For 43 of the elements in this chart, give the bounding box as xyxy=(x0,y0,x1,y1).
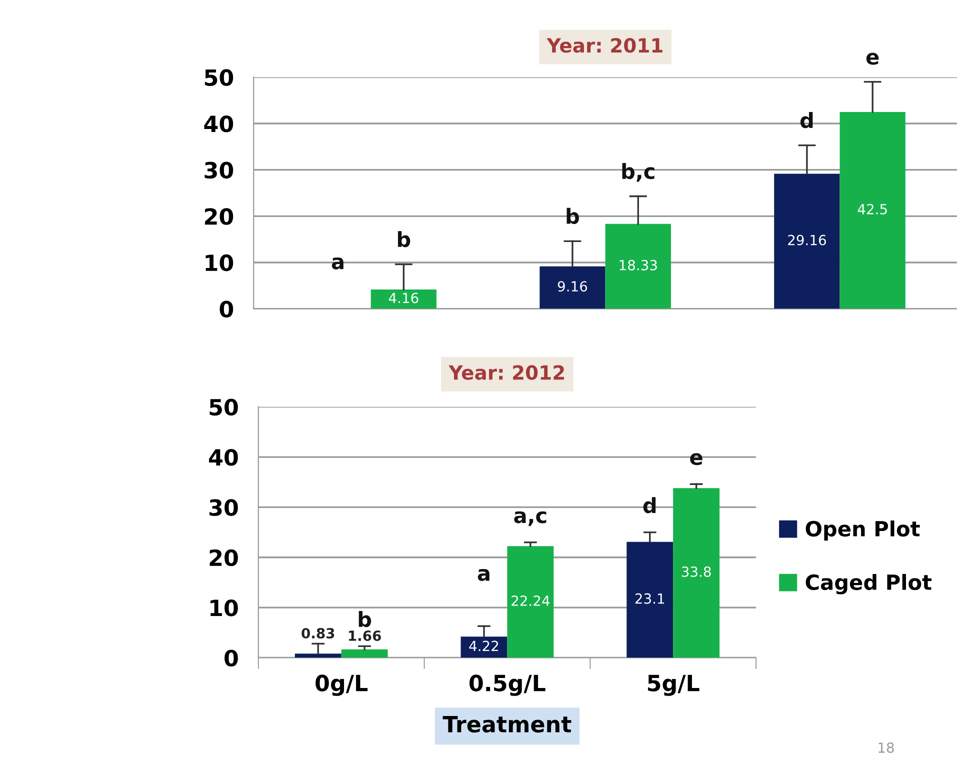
annotation: b xyxy=(398,231,410,248)
annotation: a xyxy=(478,569,490,581)
data-label: 4.16 xyxy=(388,292,418,304)
y-tick-label: 20 xyxy=(210,549,238,566)
y-tick-label: 0 xyxy=(224,650,238,667)
text: e xyxy=(866,52,879,65)
data-label: 33.8 xyxy=(682,566,711,577)
annotation: a,c xyxy=(514,511,546,526)
text: 18 xyxy=(878,742,894,753)
legend-label: Open Plot xyxy=(806,520,920,541)
data-label: 42.5 xyxy=(858,204,887,214)
data-label: 29.16 xyxy=(788,234,826,246)
y-tick-label: 10 xyxy=(210,600,238,616)
data-label: 9.16 xyxy=(558,281,588,292)
y-tick-label: 50 xyxy=(210,398,238,416)
annotation: d xyxy=(643,497,656,514)
y-tick-label: 50 xyxy=(204,69,234,86)
y-tick-label: 40 xyxy=(209,448,238,466)
x-tick-label: 0g/L xyxy=(316,674,368,696)
y-tick-label: 0 xyxy=(220,300,234,318)
y-tick-label: 20 xyxy=(204,208,234,225)
annotation: a xyxy=(332,257,344,270)
y-tick-label: 10 xyxy=(206,254,234,272)
annotation: b xyxy=(566,208,579,224)
y-tick-label: 40 xyxy=(204,115,234,132)
y-tick-label: 30 xyxy=(204,162,234,179)
annotation: b,c xyxy=(622,163,654,182)
annotation: d xyxy=(800,112,813,128)
data-label: 18.33 xyxy=(620,260,657,270)
chart-title: Year: 2012 xyxy=(448,365,564,380)
data-label: 23.1 xyxy=(635,593,664,604)
data-label: 1.66 xyxy=(348,630,381,642)
y-tick-label: 30 xyxy=(210,499,238,516)
annotation: b xyxy=(358,611,372,628)
chart-title: Year: 2011 xyxy=(546,38,662,53)
legend-label: Caged Plot xyxy=(806,574,932,594)
data-label: 0.83 xyxy=(302,628,334,638)
x-tick-label: 0.5g/L xyxy=(470,674,546,696)
data-label: 4.22 xyxy=(469,640,498,651)
data-label: 22.24 xyxy=(512,595,550,606)
x-tick-label: 5g/L xyxy=(648,674,700,696)
annotation: e xyxy=(690,453,702,466)
x-axis-title: Treatment xyxy=(442,716,572,733)
